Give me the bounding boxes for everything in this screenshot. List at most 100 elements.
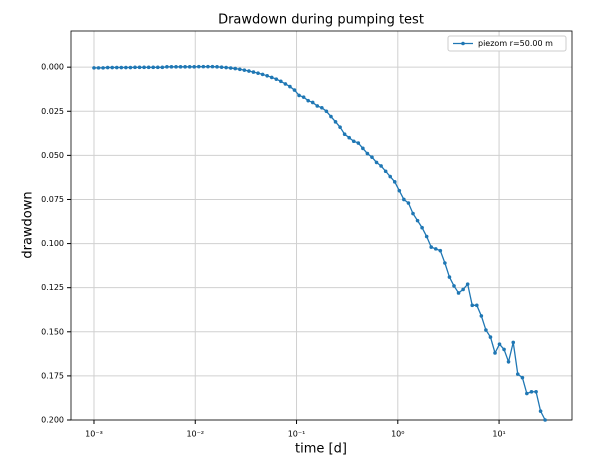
data-point: [443, 261, 447, 265]
data-point: [338, 125, 342, 129]
data-point: [456, 291, 461, 295]
data-point: [397, 188, 402, 193]
data-point: [310, 100, 315, 105]
data-point: [247, 69, 251, 73]
data-point: [201, 64, 206, 69]
data-point: [520, 375, 525, 380]
data-point: [142, 65, 146, 70]
data-point: [534, 389, 538, 394]
data-point: [133, 65, 137, 70]
plot-frame: [70, 30, 573, 421]
data-point: [392, 180, 397, 184]
data-point: [347, 135, 351, 140]
data-point: [420, 225, 424, 230]
data-point: [320, 105, 324, 110]
data-point: [356, 141, 361, 145]
data-point: [260, 72, 265, 77]
data-point: [411, 211, 415, 216]
data-point: [497, 342, 502, 346]
data-point: [101, 66, 105, 70]
data-point: [219, 65, 224, 69]
data-point: [178, 65, 183, 69]
y-tick-label: 0.075: [41, 195, 64, 204]
data-point: [165, 65, 169, 69]
data-point: [197, 64, 201, 69]
y-tick-label: 0.025: [41, 107, 64, 116]
y-tick-label: 0.100: [41, 239, 64, 248]
data-point: [301, 95, 306, 99]
data-point: [256, 71, 260, 75]
data-point: [292, 88, 297, 92]
data-point: [447, 275, 452, 279]
data-point: [206, 64, 210, 69]
data-point: [502, 347, 506, 352]
data-point: [228, 66, 233, 70]
data-point: [242, 68, 247, 72]
x-tick-label: 10⁻¹: [288, 430, 306, 439]
data-point: [151, 65, 156, 70]
x-tick-label: 10⁻³: [85, 430, 103, 439]
y-tick-label: 0.175: [41, 371, 64, 380]
data-point: [333, 120, 338, 124]
data-point: [415, 218, 420, 223]
data-point: [251, 70, 256, 74]
y-tick-label: 0.125: [41, 283, 64, 292]
data-point: [324, 109, 329, 114]
data-point: [265, 74, 269, 78]
x-tick-label: 10⁰: [391, 430, 404, 439]
data-point: [315, 104, 320, 108]
data-point: [424, 234, 429, 239]
data-point: [493, 351, 497, 355]
chart-title: Drawdown during pumping test: [218, 13, 424, 28]
data-point: [402, 197, 406, 202]
data-point: [379, 164, 383, 168]
data-point: [183, 65, 187, 69]
data-point: [361, 146, 365, 151]
data-point: [511, 340, 516, 345]
x-tick-label: 10⁻²: [186, 430, 204, 439]
y-tick-label: 0.200: [41, 416, 64, 425]
data-point: [465, 282, 470, 286]
data-point: [233, 66, 238, 71]
data-point: [224, 65, 228, 70]
y-axis-label: drawdown: [21, 191, 36, 258]
y-tick-label: 0.000: [41, 63, 64, 72]
data-point: [525, 391, 529, 396]
data-point: [484, 328, 488, 332]
data-point: [506, 359, 511, 364]
data-point: [479, 314, 484, 318]
data-point: [146, 65, 151, 70]
data-point: [529, 389, 534, 394]
data-point: [351, 139, 356, 144]
data-point: [383, 169, 388, 174]
data-point: [215, 65, 219, 69]
data-point: [110, 65, 115, 70]
data-point: [96, 66, 101, 70]
data-point: [470, 303, 475, 308]
data-point: [283, 82, 288, 86]
x-axis-label: time [d]: [295, 442, 347, 457]
data-point: [160, 65, 165, 70]
data-point: [288, 84, 292, 89]
data-point: [210, 64, 215, 69]
data-point: [114, 65, 119, 70]
data-point: [543, 418, 547, 422]
data-point: [128, 65, 133, 70]
data-point: [365, 151, 370, 156]
data-point: [342, 132, 347, 137]
data-point: [329, 114, 333, 119]
data-point: [279, 79, 283, 84]
data-point: [452, 284, 456, 288]
data-point: [174, 65, 178, 69]
data-point: [306, 98, 310, 103]
data-point: [515, 372, 520, 376]
data-point: [433, 247, 438, 251]
data-point: [119, 65, 124, 70]
data-point: [538, 409, 543, 413]
data-point: [124, 65, 128, 70]
data-point: [488, 335, 493, 339]
data-point: [137, 65, 142, 70]
